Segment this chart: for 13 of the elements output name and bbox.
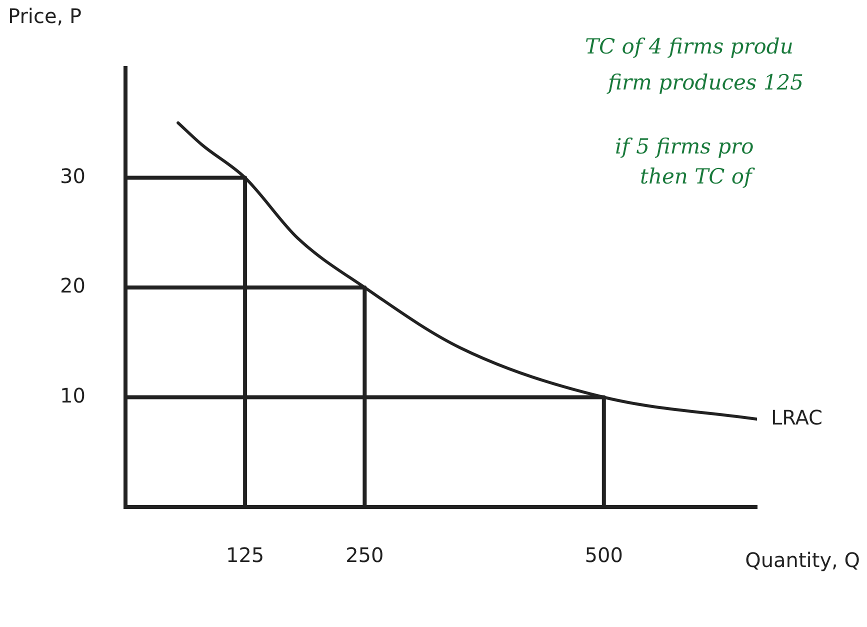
- x-tick-label: 250: [346, 543, 384, 568]
- x-tick-label: 125: [226, 543, 264, 568]
- x-tick-label: 500: [584, 543, 623, 568]
- y-tick-label: 30: [60, 164, 86, 188]
- y-tick-label: 10: [60, 383, 86, 408]
- y-axis-title: Price, P: [8, 4, 82, 28]
- annotation: if 5 firms pro: [615, 134, 754, 158]
- annotation: then TC of: [640, 164, 755, 188]
- x-axis-title: Quantity, Q: [745, 548, 860, 572]
- text: TC of 4 firms produ: [585, 34, 794, 58]
- y-tick-label: 20: [60, 274, 86, 298]
- annotation: firm produces 125: [606, 70, 804, 94]
- series-label: LRAC: [771, 405, 823, 430]
